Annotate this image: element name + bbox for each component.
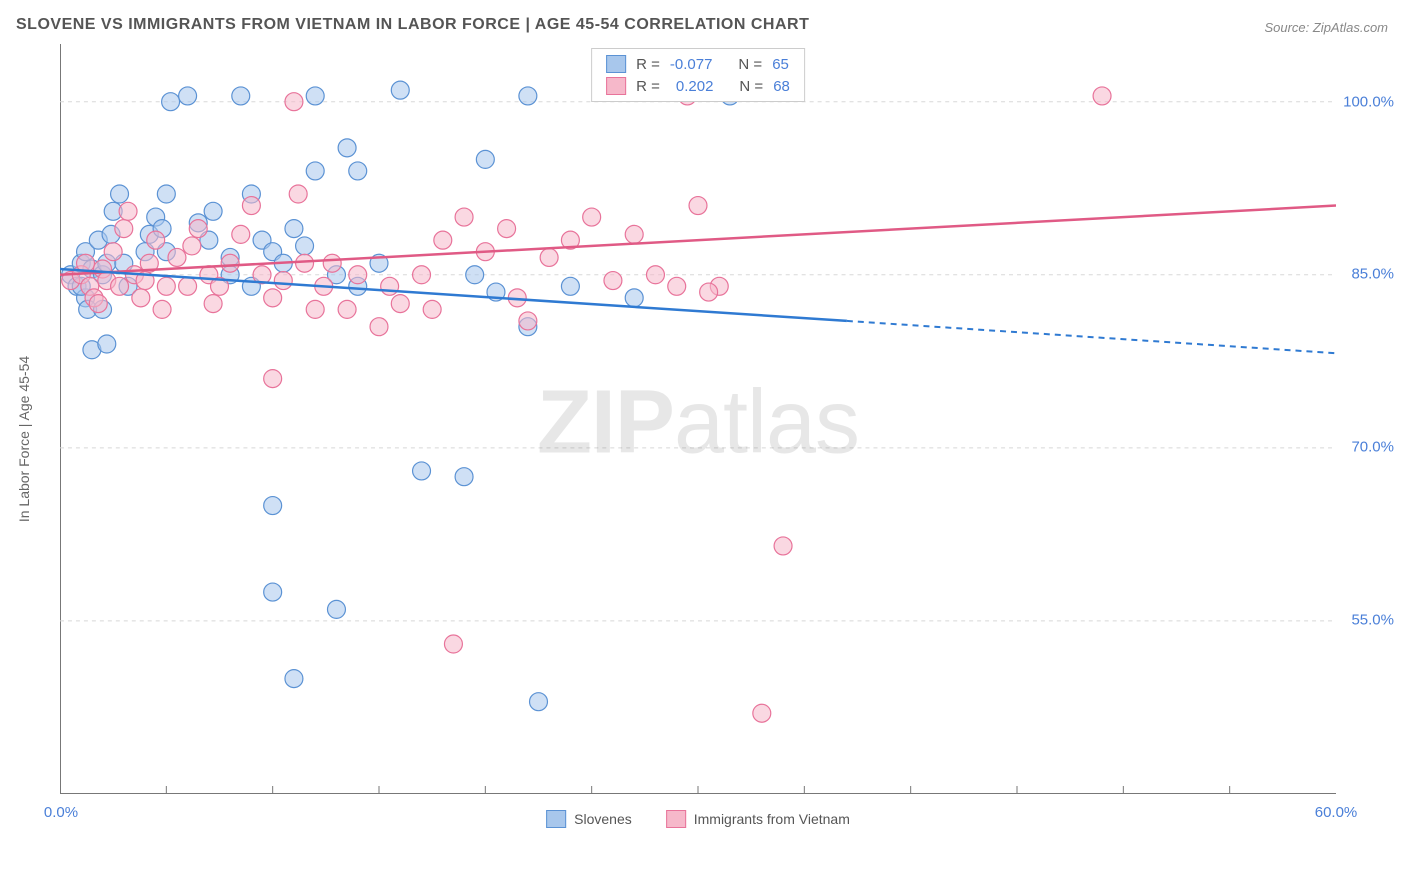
n-label-2: N = [739, 78, 763, 95]
source-attribution: Source: ZipAtlas.com [1264, 20, 1388, 35]
x-tick-label: 60.0% [1315, 804, 1358, 821]
y-tick-label: 85.0% [1351, 266, 1394, 283]
scatter-plot-svg [60, 44, 1336, 794]
r-label-1: R = [636, 56, 660, 73]
r-value-2: 0.202 [676, 78, 714, 95]
y-tick-label: 55.0% [1351, 612, 1394, 629]
legend-label-1: Slovenes [574, 811, 632, 827]
y-tick-label: 70.0% [1351, 439, 1394, 456]
r-label-2: R = [636, 78, 660, 95]
swatch-series2 [606, 77, 626, 95]
legend-item-1: Slovenes [546, 810, 632, 828]
chart-title: SLOVENE VS IMMIGRANTS FROM VIETNAM IN LA… [10, 10, 1396, 44]
x-tick-label: 0.0% [44, 804, 78, 821]
stats-row-1: R = -0.077 N = 65 [606, 53, 790, 75]
chart-container: SLOVENE VS IMMIGRANTS FROM VIETNAM IN LA… [10, 10, 1396, 882]
n-label-1: N = [738, 56, 762, 73]
legend-swatch-1 [546, 810, 566, 828]
n-value-2: 68 [773, 78, 790, 95]
r-value-1: -0.077 [670, 56, 713, 73]
legend-swatch-2 [666, 810, 686, 828]
y-tick-label: 100.0% [1343, 93, 1394, 110]
plot-area: In Labor Force | Age 45-54 55.0%70.0%85.… [60, 44, 1336, 834]
bottom-legend: Slovenes Immigrants from Vietnam [546, 810, 850, 828]
legend-item-2: Immigrants from Vietnam [666, 810, 850, 828]
stats-row-2: R = 0.202 N = 68 [606, 75, 790, 97]
stats-legend: R = -0.077 N = 65 R = 0.202 N = 68 [591, 48, 805, 102]
y-axis-title: In Labor Force | Age 45-54 [16, 356, 32, 522]
swatch-series1 [606, 55, 626, 73]
n-value-1: 65 [772, 56, 789, 73]
legend-label-2: Immigrants from Vietnam [694, 811, 850, 827]
